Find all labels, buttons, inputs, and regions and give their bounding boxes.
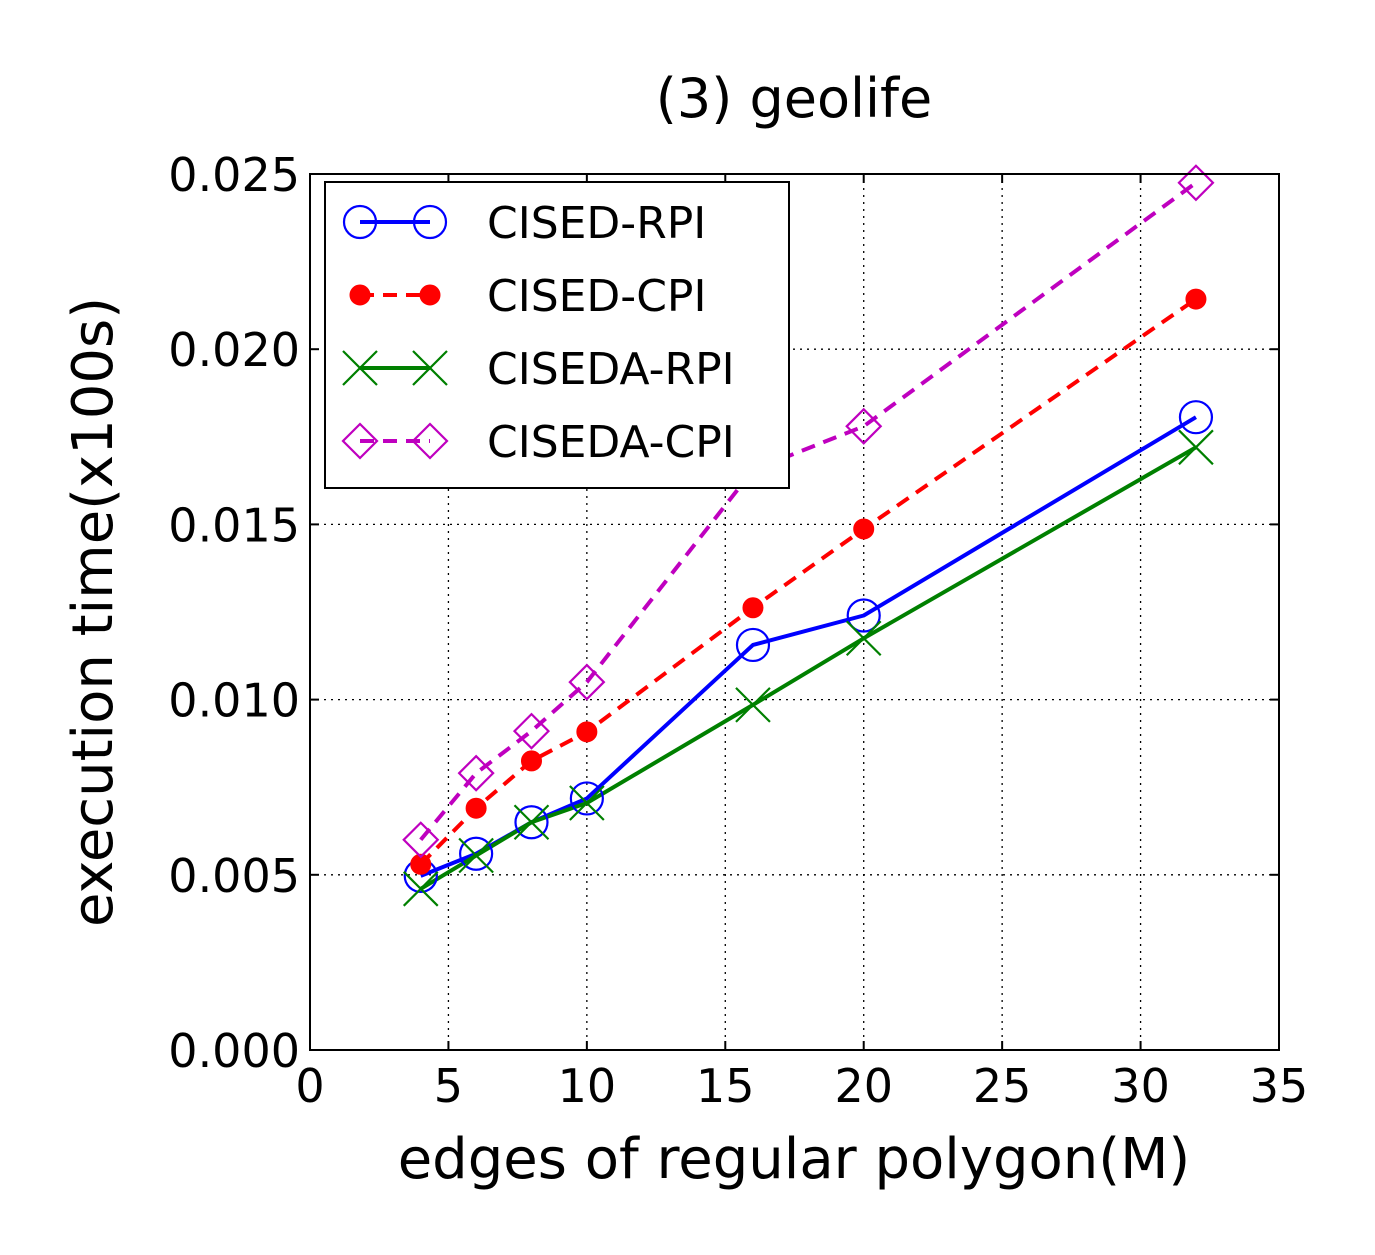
data-point <box>459 836 494 871</box>
y-tick-label: 0.010 <box>168 674 300 728</box>
x-tick-label: 0 <box>295 1059 324 1113</box>
legend-label: CISED-CPI <box>487 271 706 322</box>
y-tick-label: 0.000 <box>168 1024 300 1078</box>
data-point <box>402 821 440 859</box>
data-point <box>520 750 542 772</box>
data-point <box>512 712 551 750</box>
x-tick-label: 25 <box>973 1059 1032 1113</box>
data-point <box>569 785 605 821</box>
legend-marker <box>342 204 378 240</box>
legend-label: CISEDA-RPI <box>487 344 735 395</box>
series-line <box>419 181 1198 842</box>
data-point <box>458 837 494 874</box>
data-point <box>853 518 875 540</box>
legend-marker <box>411 422 449 460</box>
y-tick-label: 0.015 <box>168 498 300 552</box>
x-tick-label: 5 <box>434 1059 463 1113</box>
legend-marker <box>341 422 379 460</box>
ticks: 0 5 10 15 20 25 30 35 0.000 0.005 0.010 0.015 0.020 0… <box>168 148 1308 1113</box>
data-point <box>846 598 881 633</box>
data-point <box>1177 164 1215 202</box>
y-tick-label: 0.025 <box>168 148 300 202</box>
data-point <box>576 721 598 743</box>
x-tick-label: 15 <box>696 1059 755 1113</box>
x-axis-label: edges of regular polygon(M) <box>398 1127 1191 1192</box>
y-axis-label: execution time(x100s) <box>61 297 126 927</box>
x-tick-label: 35 <box>1250 1059 1309 1113</box>
x-tick-label: 30 <box>1111 1059 1170 1113</box>
legend-marker <box>349 284 371 306</box>
data-point <box>457 754 495 792</box>
data-point <box>402 871 439 907</box>
data-point <box>514 805 549 840</box>
data-point <box>569 781 604 816</box>
data-point <box>735 627 771 663</box>
chart-title: (3) geolife <box>656 67 932 130</box>
data-point <box>1178 400 1214 435</box>
marker-layer <box>402 164 1215 907</box>
y-tick-label: 0.020 <box>168 323 300 377</box>
legend-marker <box>412 350 448 386</box>
legend-marker <box>419 284 441 306</box>
data-point <box>1178 429 1214 466</box>
data-point <box>1185 288 1207 310</box>
data-point <box>845 407 883 445</box>
legend-marker <box>412 204 448 240</box>
x-tick-label: 10 <box>558 1059 617 1113</box>
legend-marker <box>342 350 378 386</box>
data-point <box>735 687 771 723</box>
data-point <box>513 804 550 841</box>
data-point <box>465 797 487 819</box>
y-tick-label: 0.005 <box>168 849 300 903</box>
data-point <box>568 663 606 701</box>
data-point <box>742 597 764 619</box>
legend-box <box>324 181 790 489</box>
plot-frame <box>309 173 1280 1051</box>
legend: CISED-RPI CISED-CPI CISEDA-RPI CISEDA-CPI <box>324 181 790 489</box>
legend-label: CISEDA-CPI <box>487 417 735 468</box>
legend-label: CISED-RPI <box>487 198 706 249</box>
data-point <box>845 620 882 657</box>
x-tick-label: 20 <box>834 1059 893 1113</box>
data-point <box>410 853 432 875</box>
